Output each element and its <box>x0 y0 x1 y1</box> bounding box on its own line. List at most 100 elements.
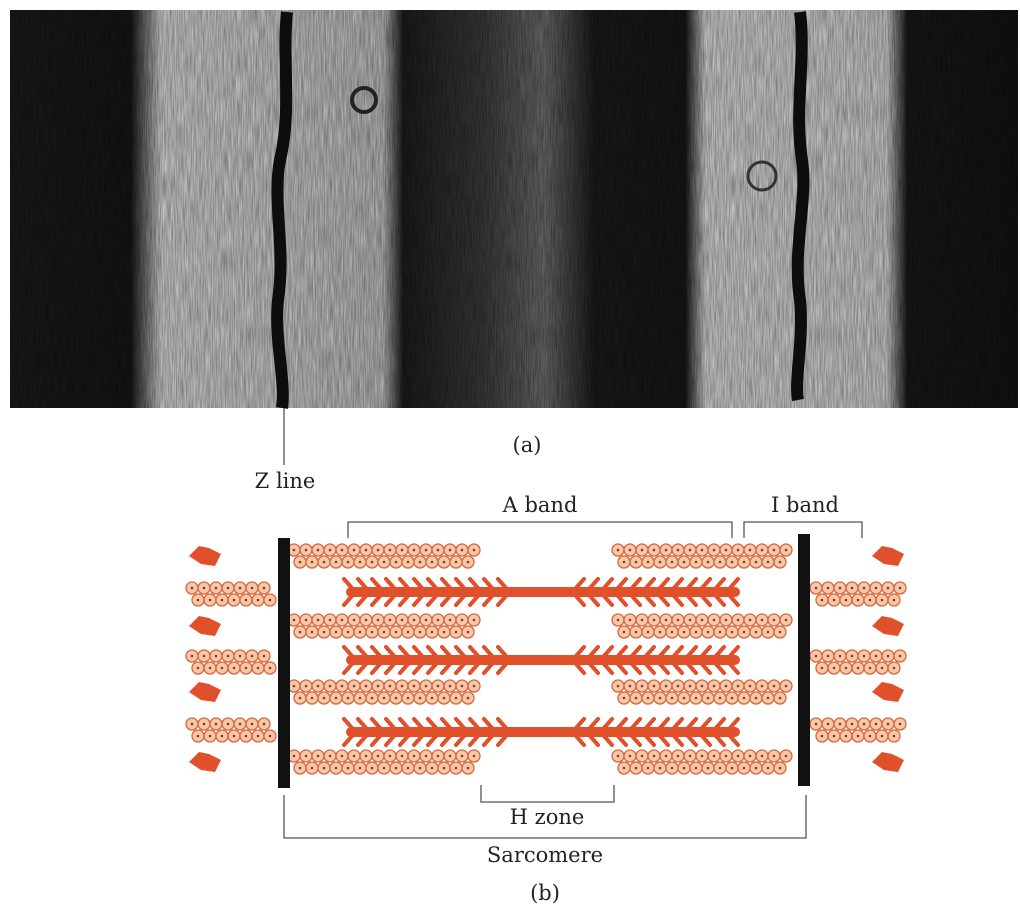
myosin-head <box>658 645 670 658</box>
actin-bead-dot <box>682 696 686 700</box>
myosin-head <box>370 734 382 747</box>
actin-bead-dot <box>298 560 302 564</box>
myosin-head <box>412 734 424 747</box>
myosin-filament <box>342 577 740 607</box>
myosin-filament <box>342 645 740 675</box>
actin-bead-dot <box>778 560 782 564</box>
actin-bead-dot <box>676 618 680 622</box>
myosin-head <box>728 717 740 730</box>
actin-bead-dot <box>340 618 344 622</box>
actin-bead-dot <box>304 684 308 688</box>
myosin-head <box>370 717 382 730</box>
myosin-head <box>700 645 712 658</box>
actin-bead-dot <box>688 684 692 688</box>
actin-bead-dot <box>322 560 326 564</box>
myosin-head <box>426 577 438 590</box>
actin-bead-dot <box>382 560 386 564</box>
myosin-head <box>714 717 726 730</box>
actin-bead-dot <box>376 618 380 622</box>
myosin-head <box>658 662 670 675</box>
micrograph-z-line-left <box>271 11 293 409</box>
myosin-head <box>574 734 586 747</box>
actin-bead-dot <box>844 666 848 670</box>
myosin-head <box>342 577 354 590</box>
a-band-bracket <box>347 521 733 538</box>
filament-diagram <box>185 543 907 775</box>
myosin-core <box>346 727 740 737</box>
myosin-head <box>440 734 452 747</box>
actin-bead-dot <box>646 696 650 700</box>
myosin-head <box>398 717 410 730</box>
myosin-head <box>482 717 494 730</box>
actin-bead-dot <box>724 754 728 758</box>
actin-bead-dot <box>784 618 788 622</box>
myosin-head <box>342 645 354 658</box>
actin-bead-dot <box>754 630 758 634</box>
actin-bead-dot <box>874 586 878 590</box>
actin-bead-dot <box>652 548 656 552</box>
actin-bead-dot <box>244 666 248 670</box>
actin-bead-dot <box>268 666 272 670</box>
actin-bead-dot <box>202 722 206 726</box>
actin-bead-dot <box>376 684 380 688</box>
actin-bead-dot <box>460 754 464 758</box>
myosin-head <box>644 734 656 747</box>
actin-bead-dot <box>628 754 632 758</box>
myosin-head <box>672 717 684 730</box>
actin-bead-dot <box>472 754 476 758</box>
actin-bead-dot <box>832 598 836 602</box>
actin-bead-dot <box>820 666 824 670</box>
actin-bead-dot <box>730 766 734 770</box>
actin-bead-dot <box>784 684 788 688</box>
actin-bead-dot <box>886 586 890 590</box>
actin-bead-dot <box>616 684 620 688</box>
actin-bead-dot <box>310 766 314 770</box>
myosin-head <box>412 662 424 675</box>
myosin-head <box>700 734 712 747</box>
myosin-head <box>496 577 508 590</box>
actin-bead-dot <box>664 618 668 622</box>
micrograph-panel <box>10 10 1018 409</box>
actin-bead-dot <box>622 560 626 564</box>
actin-bead-dot <box>712 548 716 552</box>
actin-bead-dot <box>892 666 896 670</box>
actin-bead-dot <box>460 618 464 622</box>
actin-bead-dot <box>760 618 764 622</box>
actin-bead-dot <box>898 722 902 726</box>
actin-bead-dot <box>364 754 368 758</box>
myosin-head <box>700 577 712 590</box>
actin-bead-dot <box>316 618 320 622</box>
actin-bead-dot <box>346 696 350 700</box>
actin-bead-dot <box>298 696 302 700</box>
actin-filament <box>287 679 481 705</box>
actin-bead-dot <box>406 630 410 634</box>
actin-bead-dot <box>442 560 446 564</box>
myosin-head <box>630 594 642 607</box>
actin-bead-dot <box>370 560 374 564</box>
myosin-head <box>482 734 494 747</box>
actin-bead-dot <box>352 618 356 622</box>
actin-bead-dot <box>634 560 638 564</box>
actin-bead-dot <box>418 696 422 700</box>
myosin-head <box>616 645 628 658</box>
actin-bead-dot <box>364 684 368 688</box>
actin-filament <box>809 649 907 675</box>
myosin-core <box>346 587 740 597</box>
actin-bead-dot <box>748 684 752 688</box>
actin-bead-dot <box>880 598 884 602</box>
myosin-head <box>672 594 684 607</box>
myosin-head <box>468 662 480 675</box>
actin-bead-dot <box>262 722 266 726</box>
h-zone-bracket <box>480 785 615 803</box>
z-disc-left <box>278 538 290 788</box>
actin-bead-dot <box>766 630 770 634</box>
myosin-head <box>496 662 508 675</box>
actin-bead-dot <box>898 586 902 590</box>
actin-bead-dot <box>376 548 380 552</box>
myosin-head <box>728 734 740 747</box>
actin-bead-dot <box>328 548 332 552</box>
myosin-head <box>714 594 726 607</box>
actin-bead-dot <box>706 560 710 564</box>
actin-bead-dot <box>340 754 344 758</box>
myosin-head <box>574 645 586 658</box>
